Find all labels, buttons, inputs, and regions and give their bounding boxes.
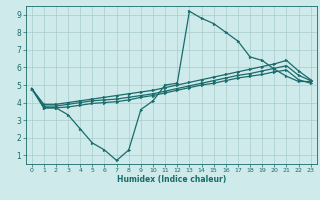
X-axis label: Humidex (Indice chaleur): Humidex (Indice chaleur) xyxy=(116,175,226,184)
